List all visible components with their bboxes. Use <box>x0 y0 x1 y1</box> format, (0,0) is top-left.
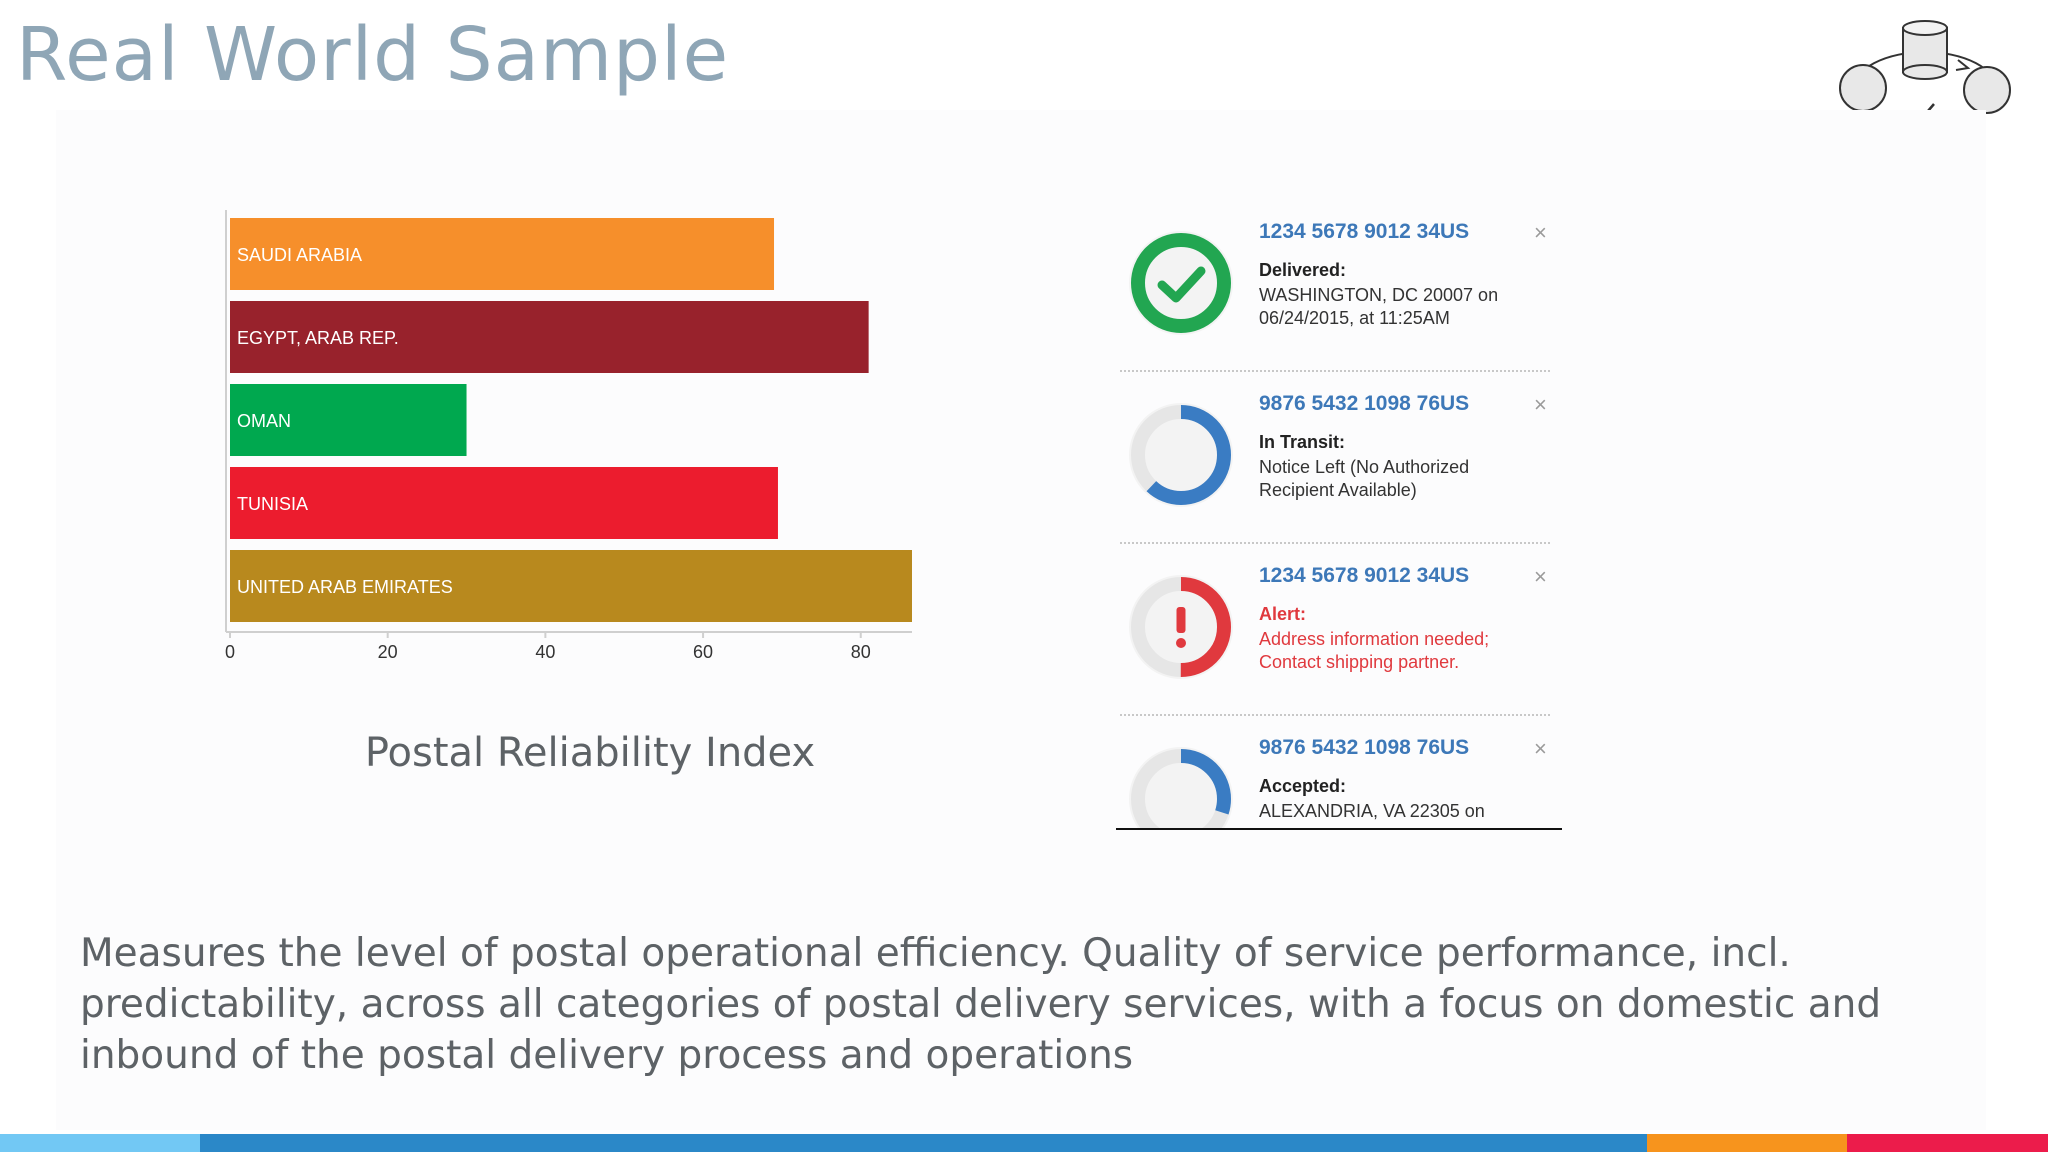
bar-label: EGYPT, ARAB REP. <box>237 328 399 348</box>
bar <box>230 384 467 456</box>
color-bar-segment <box>200 1134 1647 1152</box>
slide-description: Measures the level of postal operational… <box>80 931 1882 1078</box>
chart-caption: Postal Reliability Index <box>364 730 816 776</box>
bar <box>230 550 912 622</box>
checkmark-circle-icon <box>1129 231 1233 335</box>
tracking-item[interactable]: 9876 5432 1098 76US × Accepted: ALEXANDRIA,… <box>1116 722 1562 828</box>
tracking-number[interactable]: 9876 5432 1098 76US <box>1259 736 1470 759</box>
alert-circle-icon <box>1129 575 1233 679</box>
bar-label: OMAN <box>237 411 291 431</box>
bar <box>230 218 775 290</box>
close-icon[interactable]: × <box>1534 564 1547 589</box>
status-detail: Notice Left (No Authorized Recipient Ava… <box>1259 457 1470 500</box>
x-tick-label: 60 <box>693 642 713 662</box>
status-label: Alert: <box>1259 604 1307 624</box>
progress-ring-icon <box>1129 403 1233 507</box>
status-label: In Transit: <box>1259 432 1346 452</box>
tracking-divider <box>1120 542 1550 544</box>
postal-reliability-bar-chart: SAUDI ARABIA EGYPT, ARAB REP. OMAN TUNISIA U… <box>225 210 912 662</box>
status-detail: WASHINGTON, DC 20007 on 06/24/2015, at 1… <box>1259 285 1499 328</box>
bar-label: SAUDI ARABIA <box>237 245 362 265</box>
bottom-color-bar <box>0 1134 2048 1152</box>
color-bar-segment <box>1847 1134 2048 1152</box>
close-icon[interactable]: × <box>1534 220 1547 245</box>
tracking-item[interactable]: 9876 5432 1098 76US × In Transit: Notice Le… <box>1116 378 1562 550</box>
database-cycle-icon <box>1839 20 2011 129</box>
bar <box>230 467 778 539</box>
bar <box>230 301 869 373</box>
status-label: Accepted: <box>1259 776 1347 796</box>
bar-label: TUNISIA <box>237 494 308 514</box>
tracking-item[interactable]: 1234 5678 9012 34US × Alert: Address inform… <box>1116 550 1562 722</box>
progress-ring-icon <box>1129 747 1233 828</box>
x-tick-label: 0 <box>225 642 235 662</box>
status-detail: Address information needed; Contact ship… <box>1259 629 1490 672</box>
tracking-panel: 1234 5678 9012 34US × Delivered: WASHINGTON… <box>1116 206 1562 830</box>
tracking-number[interactable]: 1234 5678 9012 34US <box>1259 220 1470 243</box>
bar-label: UNITED ARAB EMIRATES <box>237 577 453 597</box>
close-icon[interactable]: × <box>1534 736 1547 761</box>
tracking-item[interactable]: 1234 5678 9012 34US × Delivered: WASHINGTON… <box>1116 206 1562 378</box>
color-bar-segment <box>1647 1134 1847 1152</box>
x-tick-label: 20 <box>378 642 398 662</box>
x-tick-label: 40 <box>535 642 555 662</box>
tracking-divider <box>1120 714 1550 716</box>
status-detail: ALEXANDRIA, VA 22305 on <box>1259 801 1485 821</box>
tracking-number[interactable]: 1234 5678 9012 34US <box>1259 564 1470 587</box>
status-label: Delivered: <box>1259 260 1347 280</box>
close-icon[interactable]: × <box>1534 392 1547 417</box>
tracking-number[interactable]: 9876 5432 1098 76US <box>1259 392 1470 415</box>
color-bar-segment <box>0 1134 200 1152</box>
x-tick-label: 80 <box>851 642 871 662</box>
slide-title: Real World Sample <box>16 12 730 98</box>
tracking-divider <box>1120 370 1550 372</box>
